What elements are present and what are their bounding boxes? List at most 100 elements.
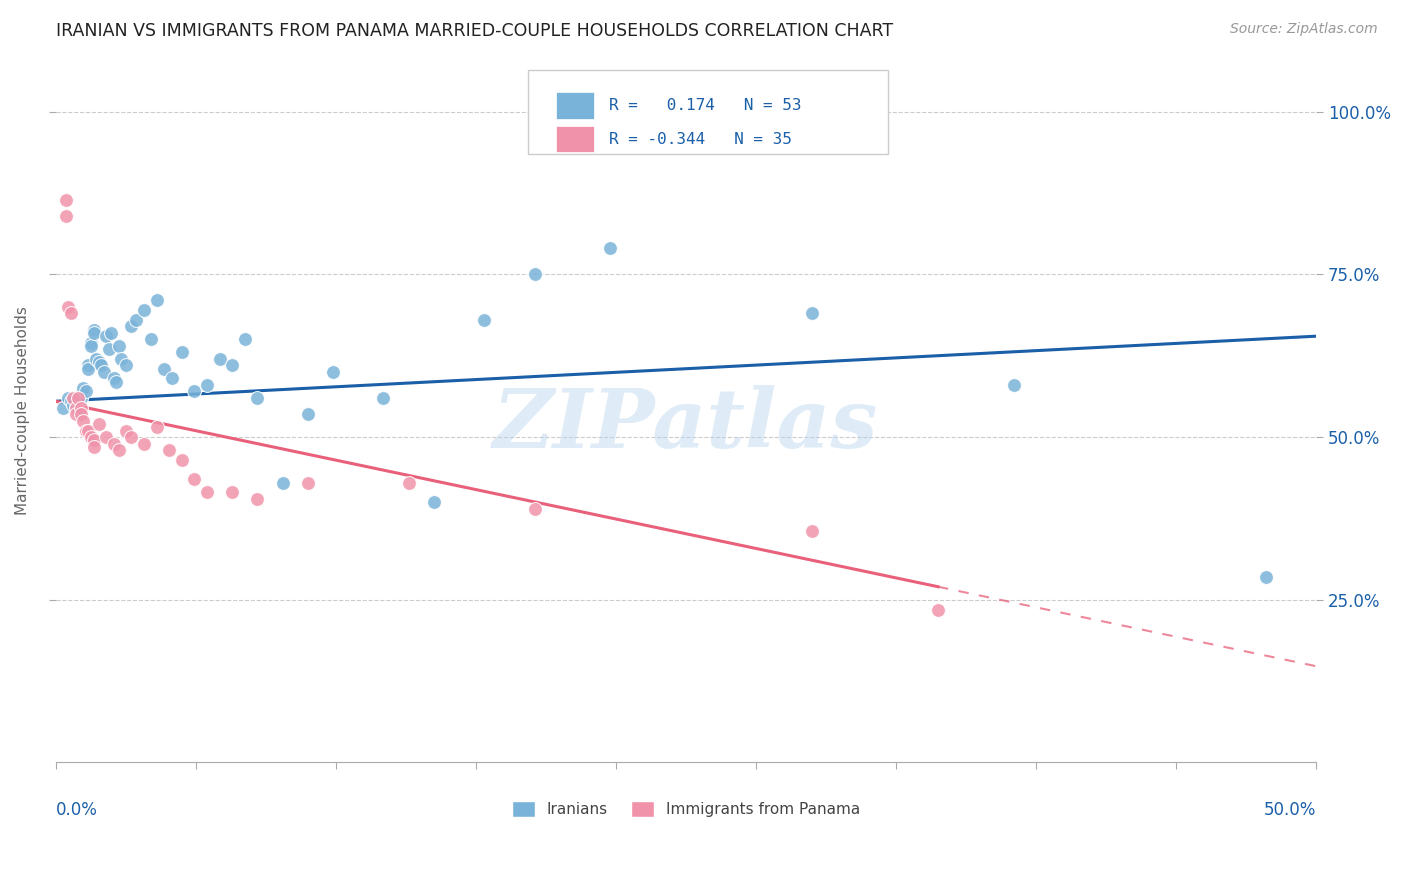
Point xyxy=(59,306,82,320)
Point xyxy=(297,475,319,490)
Point xyxy=(423,495,446,509)
Point xyxy=(160,371,183,385)
Point xyxy=(77,424,100,438)
Point xyxy=(170,452,193,467)
Point xyxy=(233,333,256,347)
Point xyxy=(125,313,148,327)
Point xyxy=(145,293,167,308)
Text: 50.0%: 50.0% xyxy=(1264,801,1316,819)
Point xyxy=(297,407,319,421)
Point xyxy=(246,391,269,405)
Point xyxy=(70,407,93,421)
Point xyxy=(183,384,205,399)
Point xyxy=(120,319,142,334)
Point xyxy=(107,443,129,458)
Point xyxy=(83,440,105,454)
Point xyxy=(132,303,155,318)
Point xyxy=(120,430,142,444)
Point xyxy=(801,524,824,539)
Point xyxy=(94,430,117,444)
Point xyxy=(83,326,105,340)
Point xyxy=(221,359,243,373)
Point xyxy=(80,335,103,350)
Point xyxy=(87,417,110,431)
Point xyxy=(373,391,395,405)
Point xyxy=(103,371,125,385)
Text: ZIPatlas: ZIPatlas xyxy=(494,385,879,465)
Point xyxy=(170,345,193,359)
Point xyxy=(103,436,125,450)
Point xyxy=(195,378,218,392)
Point xyxy=(80,430,103,444)
FancyBboxPatch shape xyxy=(529,70,887,154)
Point xyxy=(115,424,138,438)
Point xyxy=(70,391,93,405)
Point xyxy=(62,391,84,405)
Point xyxy=(246,491,269,506)
Point xyxy=(90,359,112,373)
Point xyxy=(157,443,180,458)
Point xyxy=(55,193,77,207)
Point xyxy=(132,436,155,450)
Point xyxy=(87,355,110,369)
Point xyxy=(115,359,138,373)
Point xyxy=(80,339,103,353)
Point xyxy=(65,401,87,415)
Y-axis label: Married-couple Households: Married-couple Households xyxy=(15,307,30,516)
Point xyxy=(523,501,546,516)
Point xyxy=(322,365,344,379)
Point xyxy=(55,209,77,223)
Point xyxy=(72,381,94,395)
Text: R =   0.174   N = 53: R = 0.174 N = 53 xyxy=(609,98,801,112)
Point xyxy=(141,333,163,347)
Point xyxy=(599,241,621,255)
Point xyxy=(75,384,97,399)
Point xyxy=(153,361,176,376)
Bar xyxy=(557,126,593,153)
Point xyxy=(65,401,87,415)
Point xyxy=(58,300,80,314)
Point xyxy=(100,326,122,340)
Point xyxy=(195,485,218,500)
Point xyxy=(1002,378,1025,392)
Point xyxy=(77,359,100,373)
Point xyxy=(70,401,93,415)
Point xyxy=(472,313,495,327)
Point xyxy=(94,329,117,343)
Point xyxy=(84,351,107,366)
Point xyxy=(77,361,100,376)
Point xyxy=(107,339,129,353)
Point xyxy=(52,401,75,415)
Text: 0.0%: 0.0% xyxy=(56,801,97,819)
Point xyxy=(1254,570,1277,584)
Text: R = -0.344   N = 35: R = -0.344 N = 35 xyxy=(609,131,792,146)
Point xyxy=(221,485,243,500)
Point xyxy=(83,323,105,337)
Point xyxy=(58,391,80,405)
Point xyxy=(105,375,128,389)
Point xyxy=(62,397,84,411)
Point xyxy=(70,388,93,402)
Point xyxy=(59,394,82,409)
Point xyxy=(67,391,90,405)
Point xyxy=(927,602,949,616)
Point xyxy=(801,306,824,320)
Point xyxy=(72,414,94,428)
Point xyxy=(398,475,420,490)
Point xyxy=(208,351,231,366)
Point xyxy=(523,268,546,282)
Text: IRANIAN VS IMMIGRANTS FROM PANAMA MARRIED-COUPLE HOUSEHOLDS CORRELATION CHART: IRANIAN VS IMMIGRANTS FROM PANAMA MARRIE… xyxy=(56,22,893,40)
Point xyxy=(93,365,115,379)
Point xyxy=(110,351,132,366)
Point xyxy=(97,342,120,356)
Point xyxy=(75,424,97,438)
Text: Source: ZipAtlas.com: Source: ZipAtlas.com xyxy=(1230,22,1378,37)
Point xyxy=(145,420,167,434)
Point xyxy=(67,404,90,418)
Point xyxy=(65,407,87,421)
Legend: Iranians, Immigrants from Panama: Iranians, Immigrants from Panama xyxy=(503,794,868,825)
Point xyxy=(183,472,205,486)
Point xyxy=(83,434,105,448)
Point xyxy=(271,475,294,490)
Bar xyxy=(557,92,593,119)
